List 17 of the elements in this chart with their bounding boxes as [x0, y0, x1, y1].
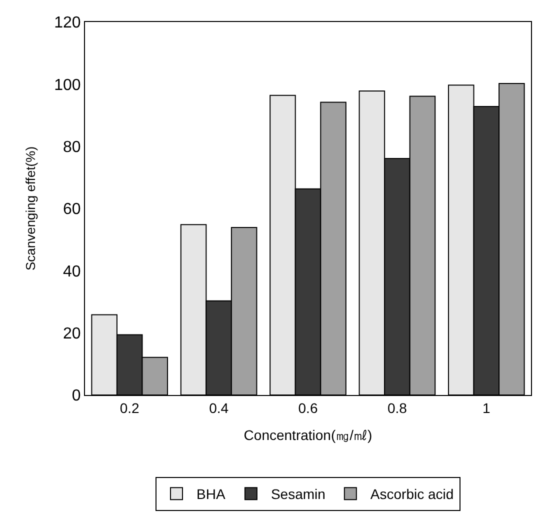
- y-tick-label: 100: [54, 76, 81, 94]
- y-tick-label: 40: [63, 263, 81, 280]
- x-tick-label: 0.8: [387, 400, 408, 416]
- y-tick-label: 0: [72, 388, 81, 405]
- y-tick-label: 120: [54, 14, 81, 32]
- legend-label: Ascorbic acid: [370, 486, 454, 502]
- legend-label: Sesamin: [270, 486, 326, 502]
- x-tick-label: 1: [482, 400, 490, 416]
- x-tick-label: 0.4: [209, 400, 229, 416]
- y-axis-title: Scanvenging effet(%): [23, 146, 38, 271]
- legend-label: BHA: [196, 486, 226, 502]
- x-tick-label: 0.6: [298, 400, 318, 416]
- y-tick-label: 60: [63, 201, 81, 218]
- y-tick-label: 20: [63, 325, 81, 342]
- x-axis-title: Concentration(㎎/㎖): [244, 427, 372, 444]
- x-tick-label: 0.2: [120, 400, 140, 416]
- y-tick-label: 80: [63, 138, 81, 156]
